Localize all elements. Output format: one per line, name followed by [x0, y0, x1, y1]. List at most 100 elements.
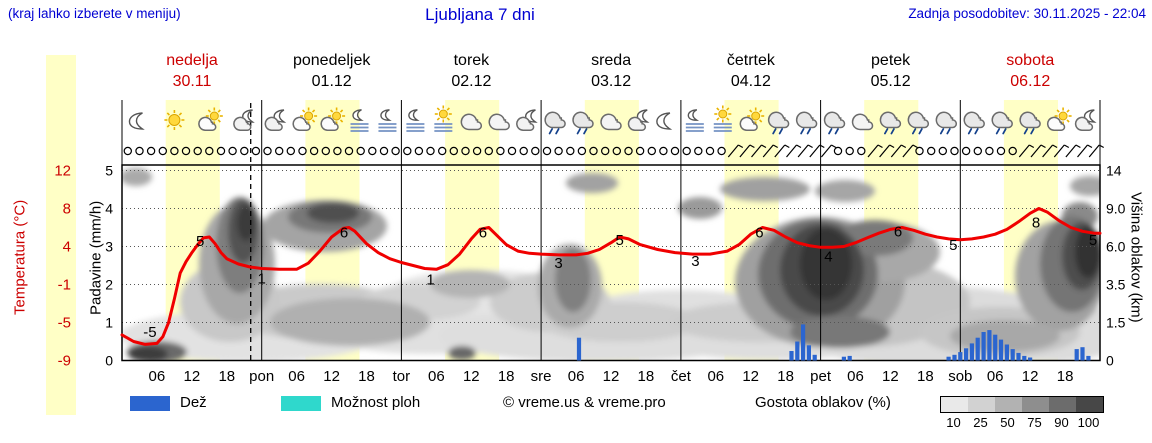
weather-icon-sun: [164, 110, 185, 130]
day-name: sobota: [1006, 52, 1055, 69]
calm-wind-icon: [845, 146, 854, 156]
calm-wind-icon: [496, 146, 505, 156]
day-date: 02.12: [451, 73, 492, 90]
weather-icon-cloud-moon: [627, 109, 650, 131]
svg-text:3: 3: [105, 239, 113, 255]
svg-text:12: 12: [882, 368, 899, 385]
calm-wind-icon: [717, 146, 726, 156]
weather-icon-cloud: [851, 113, 874, 131]
svg-text:6: 6: [755, 225, 763, 242]
calm-wind-icon: [461, 146, 470, 156]
svg-text:6: 6: [479, 225, 487, 242]
day-date: 03.12: [591, 73, 632, 90]
calm-wind-icon: [344, 146, 354, 156]
weather-icon-row: [128, 105, 1097, 135]
svg-text:1: 1: [426, 271, 434, 288]
svg-text:18: 18: [358, 368, 375, 385]
calm-wind-icon: [973, 146, 983, 156]
weather-icon-drizzle: [572, 111, 594, 135]
rain-legend-label: Dež: [180, 394, 207, 411]
weather-icon-drizzle: [935, 111, 958, 135]
svg-text:8: 8: [63, 201, 71, 218]
calm-wind-icon: [624, 146, 633, 156]
svg-text:12: 12: [184, 368, 201, 385]
day-header-petek: petek 05.12: [821, 52, 961, 91]
wind-barb-icon: [879, 144, 895, 158]
svg-text:12: 12: [54, 163, 71, 180]
calm-wind-icon: [985, 146, 994, 156]
day-name: petek: [871, 52, 911, 69]
weather-icon-drizzle: [544, 111, 566, 135]
svg-text:5: 5: [196, 233, 204, 250]
weather-icon-drizzle: [991, 111, 1013, 135]
plot-border: [121, 164, 1101, 362]
calm-wind-icon: [193, 146, 202, 156]
weather-icon-cloud-moon: [264, 109, 287, 131]
wind-barb-icon: [1042, 144, 1058, 158]
day-date: 06.12: [1010, 73, 1051, 90]
rain-bars: [576, 324, 1091, 361]
calm-wind-icon: [694, 146, 703, 156]
svg-text:06: 06: [847, 368, 864, 385]
svg-text:3.5: 3.5: [1106, 277, 1126, 293]
day-name: torek: [453, 52, 490, 69]
cloud-height-axis-label: Višina oblakov (km): [1127, 192, 1145, 323]
cloud-density-tick: 90: [1054, 415, 1069, 430]
calm-wind-icon: [146, 146, 156, 156]
svg-text:4: 4: [63, 239, 71, 256]
svg-text:18: 18: [498, 368, 515, 385]
showers-legend-swatch: [281, 396, 321, 411]
svg-text:6.0: 6.0: [1106, 239, 1126, 255]
weather-icon-fog-sun: [713, 105, 732, 132]
weather-icon-fog-moon: [685, 109, 704, 132]
svg-text:5: 5: [949, 237, 957, 254]
svg-text:3: 3: [691, 253, 699, 270]
day-name: ponedeljek: [292, 52, 371, 69]
svg-text:1.5: 1.5: [1106, 315, 1126, 331]
svg-text:1: 1: [105, 315, 113, 331]
calm-wind-icon: [205, 146, 214, 156]
weather-icon-drizzle: [907, 111, 930, 135]
calm-wind-icon: [566, 146, 575, 156]
calm-wind-icon: [309, 146, 319, 156]
svg-text:06: 06: [149, 368, 166, 385]
weather-icon-drizzle: [1019, 111, 1041, 135]
calm-wind-icon: [472, 146, 482, 156]
calm-wind-icon: [368, 146, 377, 156]
weather-icon-drizzle: [879, 111, 902, 135]
rain-legend-swatch: [130, 396, 170, 411]
calm-wind-icon: [181, 146, 191, 156]
calm-wind-icon: [950, 146, 959, 156]
copyright-link[interactable]: © vreme.us & vreme.pro: [503, 394, 666, 411]
weather-icon-sun-cloud: [739, 107, 765, 131]
weather-icon-cloud-moon: [516, 109, 538, 131]
calm-wind-icon: [438, 146, 447, 156]
day-date: 05.12: [870, 73, 911, 90]
calm-wind-icon: [484, 146, 493, 156]
wind-barb-icon: [774, 144, 790, 158]
calm-wind-icon: [961, 146, 971, 156]
day-name: četrtek: [726, 52, 775, 69]
svg-text:12: 12: [1022, 368, 1039, 385]
weather-icon-drizzle: [795, 111, 818, 135]
left-day-band: [46, 55, 76, 415]
svg-text:18: 18: [917, 368, 934, 385]
calm-wind-icon: [170, 146, 179, 156]
svg-text:12: 12: [463, 368, 480, 385]
svg-text:12: 12: [323, 368, 340, 385]
svg-text:1: 1: [258, 270, 266, 287]
wind-barb-icon: [727, 144, 744, 158]
weather-icon-fog-moon: [350, 109, 369, 132]
svg-text:12: 12: [742, 368, 759, 385]
calm-wind-icon: [915, 146, 924, 156]
svg-text:9.0: 9.0: [1106, 201, 1126, 217]
cloud-density-tick: 75: [1027, 415, 1042, 430]
wind-barb-icon: [786, 144, 802, 158]
weather-icon-sun-cloud: [320, 107, 346, 131]
weather-icon-sun-cloud: [198, 107, 223, 131]
wind-symbol-row: [123, 144, 1104, 158]
day-header-ponedeljek: ponedeljek 01.12: [262, 52, 402, 91]
day-date: 01.12: [311, 73, 352, 90]
wind-barb-icon: [1030, 144, 1046, 158]
